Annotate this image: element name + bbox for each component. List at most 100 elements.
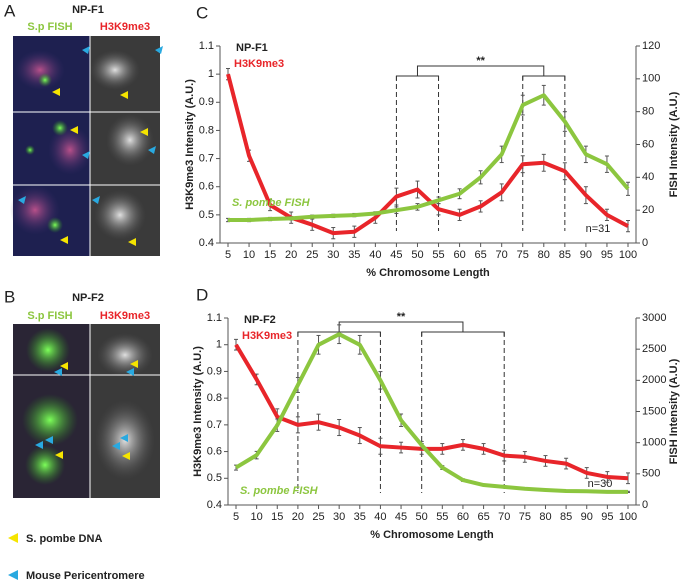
x-tick-label: 80: [539, 511, 551, 523]
x-tick-label: 45: [395, 511, 407, 523]
legend-marker: [8, 533, 18, 543]
series-line: [228, 93, 630, 223]
x-tick-label: 30: [333, 511, 345, 523]
y2-tick-label: 1000: [642, 437, 666, 449]
y2-tick-label: 0: [642, 237, 648, 249]
x-tick-label: 10: [243, 249, 255, 261]
bracket: [416, 65, 545, 76]
x-tick-label: 20: [292, 511, 304, 523]
series-line: [234, 343, 629, 481]
x-tick-label: 5: [233, 511, 239, 523]
channel-label: H3K9me3: [100, 310, 150, 322]
x-tick-label: 35: [348, 249, 360, 261]
series-label: H3K9me3: [242, 330, 292, 342]
x-tick-label: 85: [559, 249, 571, 261]
panel-title: NP-F2: [72, 292, 104, 304]
y-tick-label: 0.8: [207, 392, 222, 404]
x-tick-label: 100: [619, 511, 637, 523]
y2-tick-label: 3000: [642, 312, 666, 324]
x-tick-label: 55: [432, 249, 444, 261]
x-tick-label: 25: [312, 511, 324, 523]
x-tick-label: 75: [519, 511, 531, 523]
significance: **: [397, 311, 406, 323]
x-tick-label: 30: [327, 249, 339, 261]
y-axis-label: H3K9me3 Intensity (A.U.): [184, 79, 196, 210]
x-tick-label: 90: [580, 249, 592, 261]
x-tick-label: 75: [517, 249, 529, 261]
x-tick-label: 85: [560, 511, 572, 523]
x-tick-label: 50: [416, 511, 428, 523]
x-tick-label: 55: [436, 511, 448, 523]
y-tick-label: 0.5: [207, 472, 222, 484]
panel-letter: B: [4, 287, 15, 306]
x-tick-label: 20: [285, 249, 297, 261]
panel-letter: A: [4, 1, 16, 20]
micrograph-texture: [10, 36, 163, 256]
x-tick-label: 95: [601, 511, 613, 523]
significance: **: [476, 55, 485, 67]
y-tick-label: 0.6: [207, 445, 222, 457]
series-label: S. pombe FISH: [232, 197, 311, 209]
y-tick-label: 1: [208, 68, 214, 80]
x-tick-label: 90: [581, 511, 593, 523]
y2-tick-label: 500: [642, 468, 660, 480]
y2-tick-label: 1500: [642, 405, 666, 417]
x-tick-label: 95: [601, 249, 613, 261]
y-tick-label: 0.4: [199, 237, 214, 249]
y2-tick-label: 100: [642, 73, 660, 85]
x-tick-label: 5: [225, 249, 231, 261]
y2-axis-label: FISH Intensity (A.U.): [668, 358, 680, 464]
x-tick-label: 15: [271, 511, 283, 523]
y-tick-label: 0.9: [207, 365, 222, 377]
x-axis-label: % Chromosome Length: [366, 267, 490, 279]
legend-text: S. pombe DNA: [26, 533, 102, 545]
y2-tick-label: 40: [642, 171, 654, 183]
channel-label: S.p FISH: [27, 310, 72, 322]
x-axis-label: % Chromosome Length: [370, 529, 494, 541]
chart-title: NP-F1: [236, 42, 268, 54]
y2-tick-label: 0: [642, 499, 648, 511]
y-tick-label: 0.9: [199, 96, 214, 108]
y2-tick-label: 60: [642, 138, 654, 150]
y-tick-label: 1.1: [199, 40, 214, 52]
y-tick-label: 0.4: [207, 499, 222, 511]
x-tick-label: 65: [477, 511, 489, 523]
panel-title: NP-F1: [72, 4, 104, 16]
x-tick-label: 100: [619, 249, 637, 261]
bracket: [421, 331, 505, 336]
x-tick-label: 80: [538, 249, 550, 261]
y-tick-label: 0.6: [199, 181, 214, 193]
y-axis-label: H3K9me3 Intensity (A.U.): [192, 346, 204, 477]
series-line: [234, 332, 628, 494]
y2-tick-label: 2000: [642, 374, 666, 386]
x-tick-label: 60: [457, 511, 469, 523]
sample-size: n=30: [588, 478, 613, 490]
x-tick-label: 35: [354, 511, 366, 523]
x-tick-label: 60: [453, 249, 465, 261]
y-tick-label: 0.5: [199, 209, 214, 221]
y2-tick-label: 2500: [642, 343, 666, 355]
x-tick-label: 25: [306, 249, 318, 261]
y2-tick-label: 80: [642, 106, 654, 118]
x-tick-label: 65: [475, 249, 487, 261]
panel-b: B NP-F2 S.p FISH H3K9me3: [4, 287, 160, 498]
chart-title: NP-F2: [244, 314, 276, 326]
channel-label: H3K9me3: [100, 21, 150, 33]
bracket: [338, 321, 464, 332]
x-tick-label: 45: [390, 249, 402, 261]
x-tick-label: 50: [411, 249, 423, 261]
legend-text: Mouse Pericentromere: [26, 570, 145, 582]
legend-marker: [8, 570, 18, 580]
y-tick-label: 1.1: [207, 312, 222, 324]
sample-size: n=31: [586, 223, 611, 235]
x-tick-label: 15: [264, 249, 276, 261]
channel-label: S.p FISH: [27, 21, 72, 33]
y2-tick-label: 120: [642, 40, 660, 52]
bracket: [522, 75, 566, 80]
y2-axis-label: FISH Intensity (A.U.): [668, 91, 680, 197]
bracket: [395, 75, 440, 80]
y-tick-label: 1: [216, 339, 222, 351]
x-tick-label: 40: [369, 249, 381, 261]
